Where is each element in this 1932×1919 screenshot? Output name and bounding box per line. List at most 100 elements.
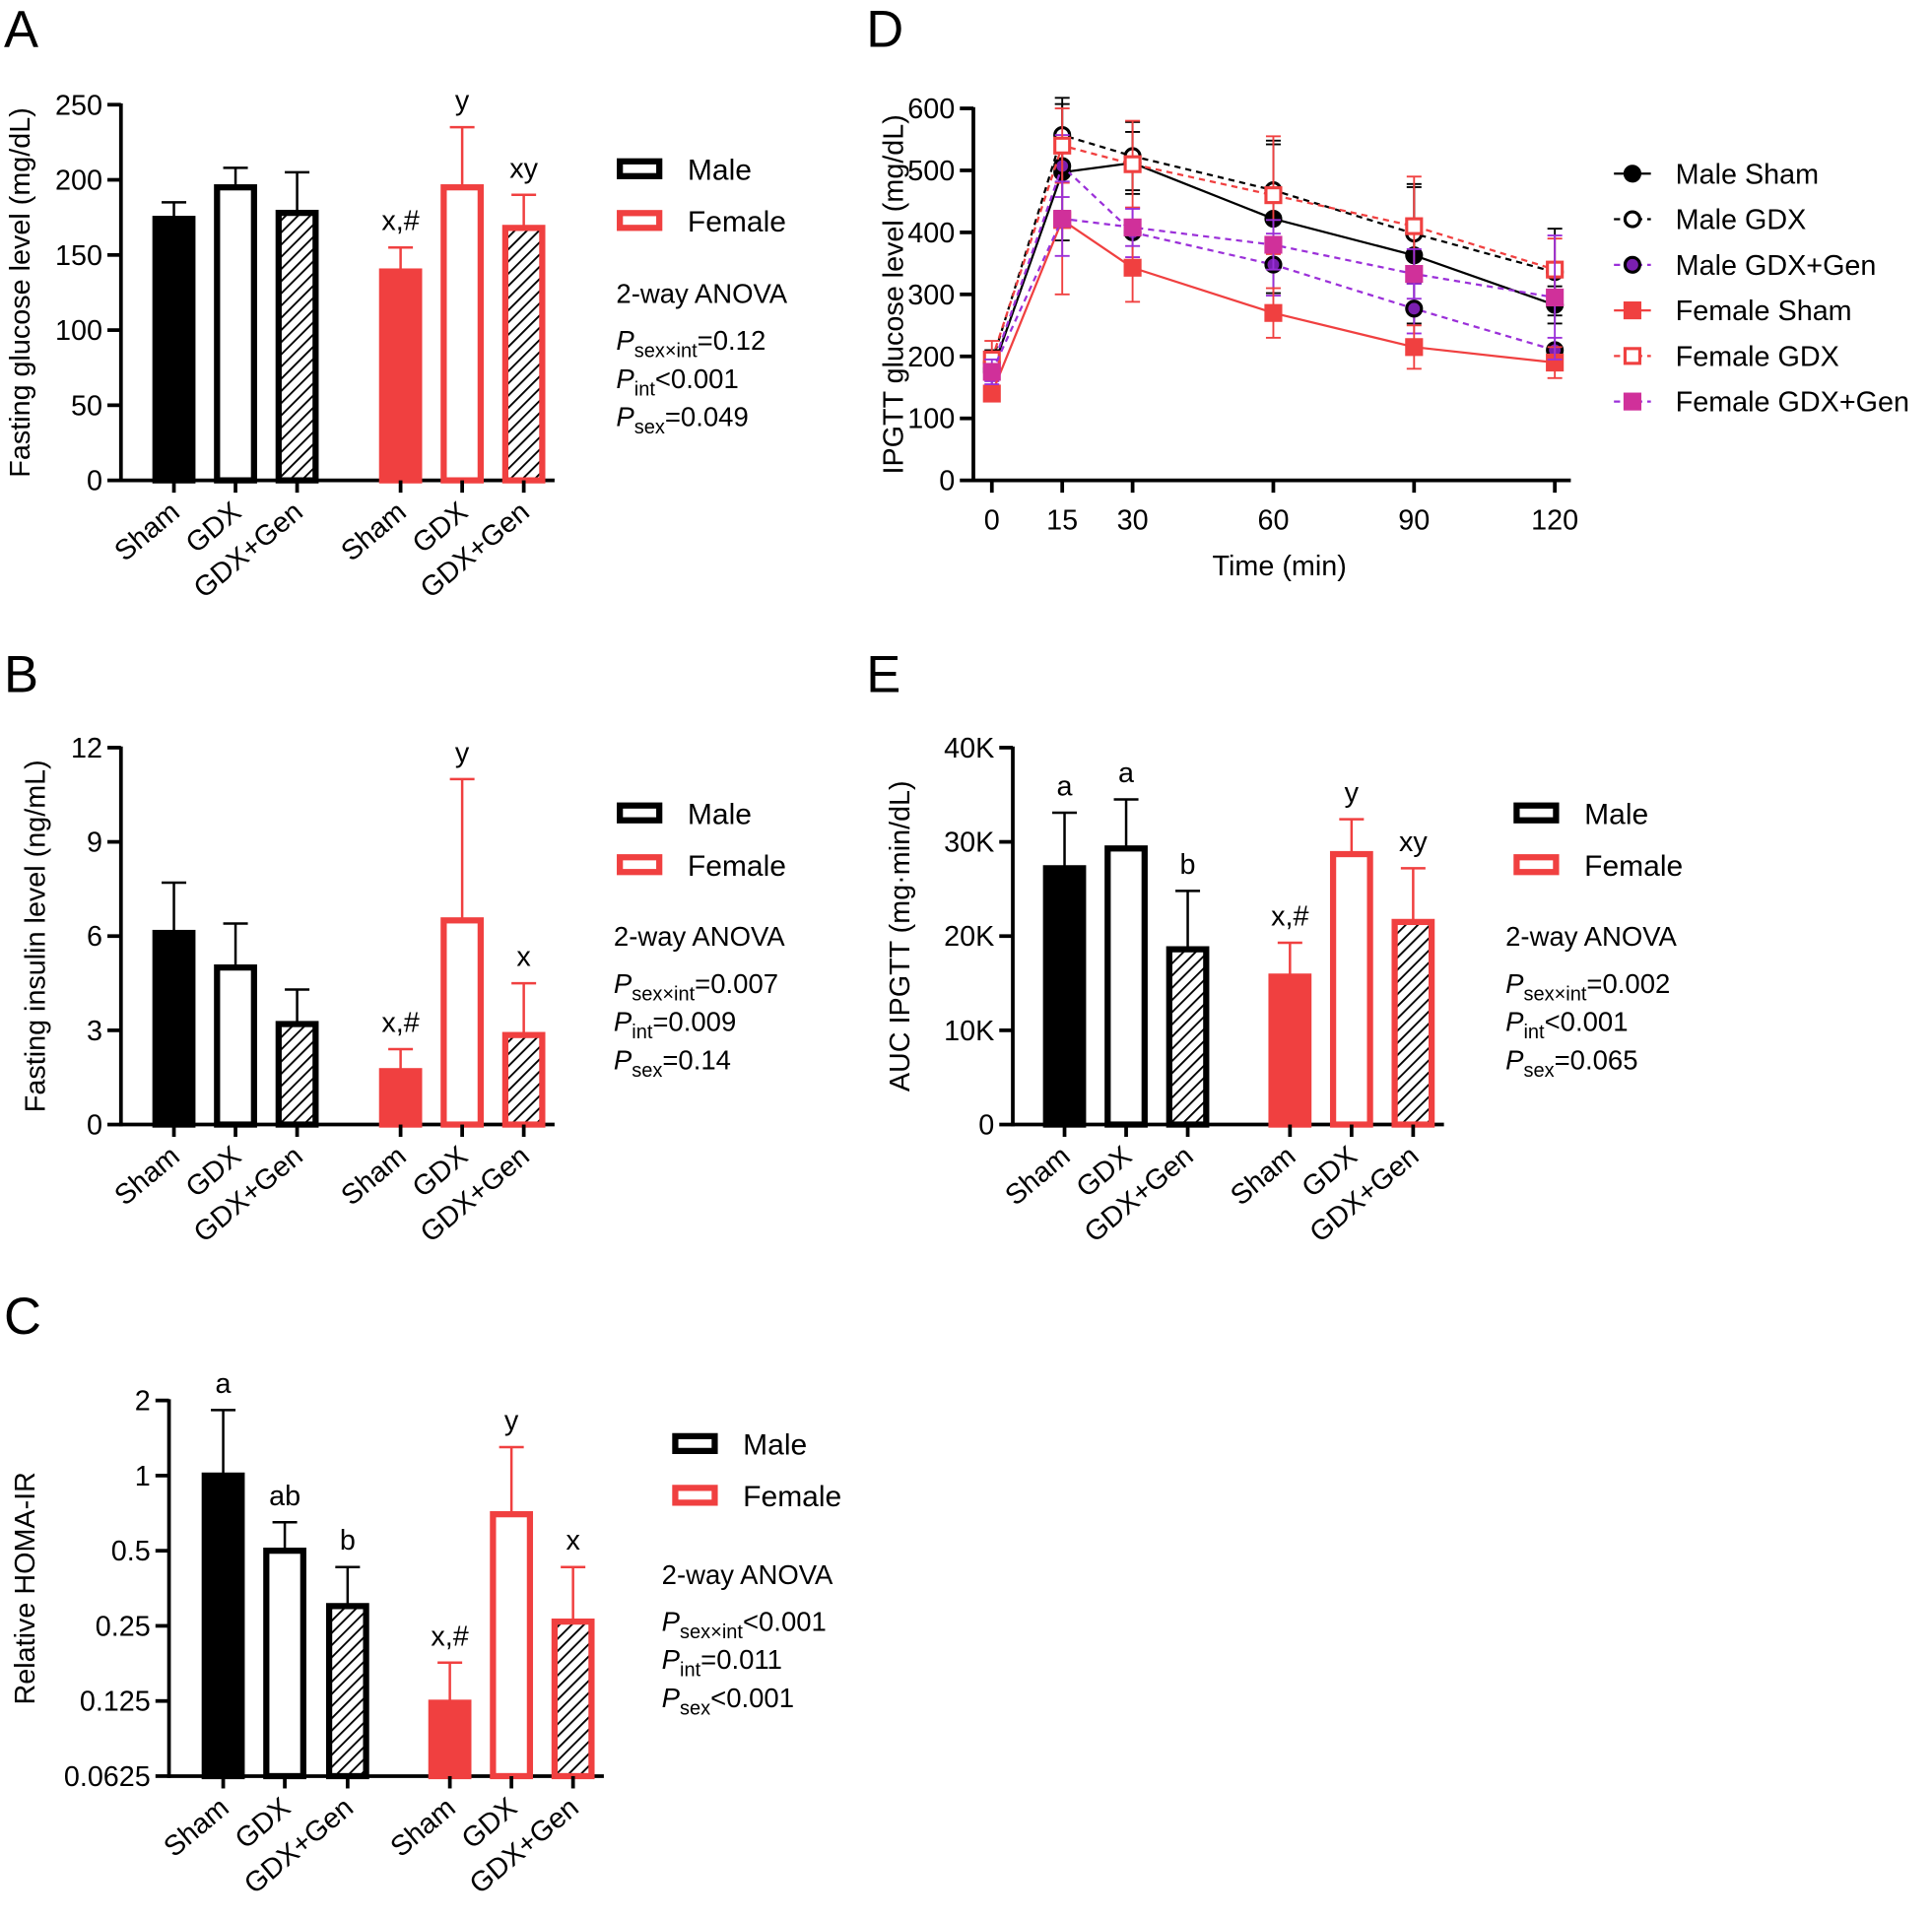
y-tick-label: 300: [907, 280, 955, 311]
panel-letter: A: [4, 1, 38, 59]
series-line: [990, 162, 1556, 372]
bar: [214, 184, 257, 484]
stats-title: 2-way ANOVA: [662, 1559, 833, 1590]
p-value: <0.001: [655, 364, 739, 394]
marker: [1405, 299, 1424, 318]
p-value: =0.002: [1586, 968, 1670, 999]
p-value: =0.049: [665, 402, 749, 432]
p-value: <0.001: [1545, 1007, 1629, 1037]
marker: [1053, 209, 1072, 229]
y-tick-label: 50: [71, 390, 102, 422]
bar: [1042, 865, 1087, 1128]
y-tick-label: 600: [907, 94, 955, 125]
legend-label: Female GDX: [1676, 341, 1839, 372]
p-symbol: P: [616, 325, 634, 356]
legend-label: Female: [688, 850, 786, 883]
stats-line: Psex=0.14: [614, 1044, 731, 1082]
bar-annotation: y: [455, 737, 470, 768]
bar-annotation: a: [1057, 770, 1073, 802]
bar: [201, 1472, 245, 1780]
y-tick-label: 200: [907, 342, 955, 373]
p-symbol: P: [614, 968, 633, 999]
bar-annotation: y: [455, 86, 470, 117]
x-tick-label: Sham: [158, 1792, 234, 1864]
y-tick-label: 0.5: [111, 1536, 151, 1567]
y-tick-label: 12: [71, 733, 102, 764]
p-subscript: sex: [680, 1697, 710, 1719]
x-tick-label: Sham: [335, 496, 412, 567]
stats-line: Pint<0.001: [1505, 1007, 1628, 1044]
legend-marker: [1623, 301, 1641, 320]
stats-line: Psex×int=0.002: [1505, 968, 1670, 1006]
y-tick-label: 400: [907, 218, 955, 249]
marker: [982, 384, 1001, 403]
y-tick-label: 0: [87, 1110, 102, 1142]
bar: [152, 929, 196, 1128]
y-tick-label: 0: [939, 466, 955, 497]
y-tick-label: 3: [87, 1016, 102, 1047]
legend-label: Female Sham: [1676, 296, 1852, 327]
bar-annotation: xy: [1399, 827, 1428, 858]
legend-marker: [1623, 347, 1641, 365]
p-subscript: int: [1523, 1022, 1545, 1043]
x-tick-label: Sham: [108, 496, 185, 567]
legend-swatch: [1513, 802, 1560, 824]
p-symbol: P: [616, 402, 634, 432]
y-axis-label: Fasting insulin level (ng/mL): [20, 760, 51, 1112]
bar: [501, 225, 546, 484]
p-symbol: P: [662, 1606, 681, 1636]
y-tick-label: 2: [135, 1386, 151, 1418]
y-tick-label: 150: [55, 240, 102, 272]
bar-annotation: xy: [509, 153, 538, 184]
stats-line: Pint<0.001: [616, 364, 738, 401]
legend-label: Female GDX+Gen: [1676, 387, 1909, 419]
legend-label: Male: [688, 798, 752, 830]
p-value: =0.065: [1555, 1044, 1638, 1075]
legend-marker: [1623, 210, 1641, 229]
y-tick-label: 500: [907, 156, 955, 187]
p-value: <0.001: [710, 1683, 794, 1713]
p-subscript: sex: [632, 1060, 662, 1082]
y-tick-label: 6: [87, 921, 102, 953]
x-axis-label: Time (min): [1213, 551, 1347, 582]
p-value: =0.009: [652, 1007, 736, 1037]
bar: [551, 1618, 595, 1780]
y-tick-label: 200: [55, 165, 102, 197]
marker: [982, 363, 1001, 381]
panel-letter: E: [866, 646, 900, 704]
p-value: <0.001: [743, 1606, 827, 1636]
legend-swatch: [617, 210, 663, 232]
series-line: [990, 144, 1556, 361]
legend-swatch: [672, 1485, 718, 1506]
p-subscript: sex×int: [680, 1621, 743, 1643]
panel-letter: C: [4, 1288, 41, 1346]
y-tick-label: 0: [978, 1110, 994, 1142]
legend-label: Male: [1584, 798, 1648, 830]
y-tick-label: 250: [55, 90, 102, 121]
x-tick-label: 0: [984, 505, 1000, 537]
legend-label: Female: [1584, 850, 1683, 883]
x-tick-label: 15: [1046, 505, 1078, 537]
y-axis-label: Fasting glucose level (mg/dL): [5, 107, 36, 478]
p-symbol: P: [1505, 1044, 1524, 1075]
panel-letter: D: [866, 1, 903, 59]
x-tick-label: 90: [1398, 505, 1430, 537]
marker: [1405, 338, 1424, 357]
p-subscript: sex: [1523, 1060, 1554, 1082]
legend-label: Male GDX+Gen: [1676, 250, 1877, 282]
legend-label: Male GDX: [1676, 205, 1807, 236]
marker: [1264, 186, 1283, 205]
bar: [1329, 850, 1373, 1128]
bar: [1391, 918, 1435, 1128]
legend-label: Female: [743, 1481, 841, 1513]
y-tick-label: 1: [135, 1461, 151, 1492]
bar: [440, 184, 484, 484]
legend-swatch: [1513, 854, 1560, 876]
stats-line: Psex×int=0.12: [616, 325, 766, 363]
x-tick-label: Sham: [335, 1140, 412, 1212]
bar: [501, 1031, 546, 1128]
p-subscript: int: [680, 1660, 701, 1682]
bar-annotation: ab: [269, 1481, 300, 1512]
x-tick-label: 120: [1531, 505, 1578, 537]
p-subscript: sex×int: [634, 341, 698, 363]
